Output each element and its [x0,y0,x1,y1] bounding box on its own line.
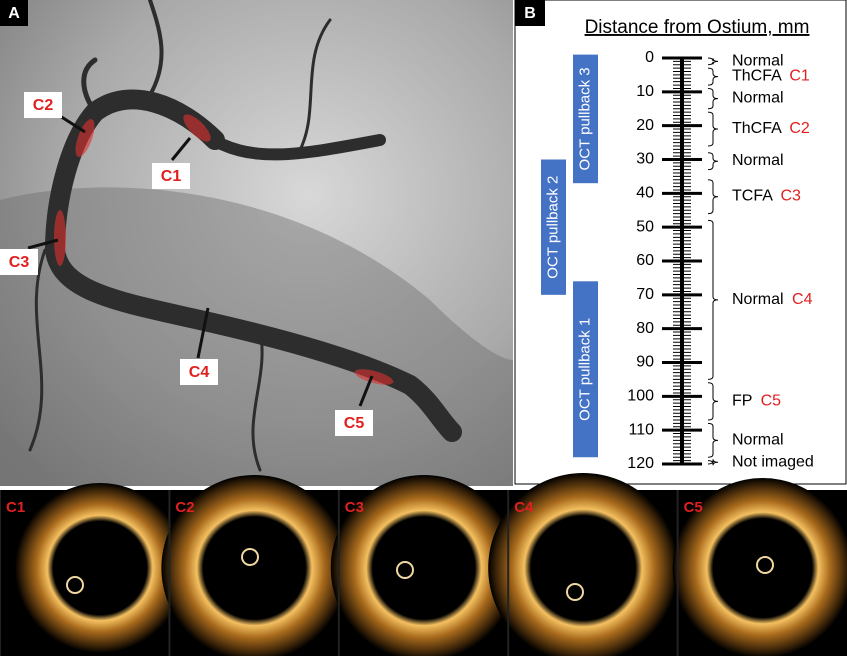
segment-label: TCFA C3 [732,188,801,205]
pullback-label: OCT pullback 1 [576,318,593,421]
tick-label: 50 [636,218,654,235]
marker-box [0,249,38,275]
tick-label: 90 [636,354,654,371]
oct-label: C4 [514,499,534,516]
segment-code: C5 [761,393,782,410]
oct-label: C5 [684,499,703,516]
tick-label: 110 [628,421,654,438]
segment-code: C4 [792,291,813,308]
tick-label: 40 [636,185,654,202]
oct-catheter [566,583,584,601]
oct-label: C1 [6,499,25,516]
tick-label: 10 [636,83,654,100]
tick-label: 0 [645,49,654,66]
segment-name: Normal [732,90,784,107]
oct-catheter [756,556,774,574]
marker-box [335,410,373,436]
pullback-label: OCT pullback 2 [544,176,561,279]
pullback-bar [573,281,598,458]
oct-catheter [66,576,84,594]
tick-label: 100 [627,388,654,405]
segment-label: Not imaged [732,454,814,471]
segment-label: ThCFA C1 [732,68,810,85]
segment-label: Normal [732,152,784,169]
segment-name: FP [732,393,752,410]
bracket [707,382,719,421]
bracket [707,179,719,215]
marker-box [180,359,218,385]
oct-label: C3 [345,499,364,516]
panel-label-box [0,0,28,26]
segment-label: Normal [732,90,784,107]
marker-label: C4 [189,364,210,381]
bracket [707,111,719,147]
segment-name: Normal [732,53,784,70]
panel-label: A [8,5,20,22]
tick-label: 30 [636,151,654,168]
bracket [707,459,719,466]
bracket [707,87,719,110]
oct-vessel [161,475,348,661]
segment-label: FP C5 [732,393,781,410]
marker-label: C5 [344,415,365,432]
tick-label: 20 [636,117,654,134]
vessels [28,0,462,472]
oct-vessel [488,473,679,661]
segment-label: ThCFA C2 [732,120,810,137]
tick-label: 60 [636,252,654,269]
bracket [707,57,719,66]
panel-label: B [524,5,536,22]
lesion-marks [54,114,394,385]
marker-label: C3 [9,254,30,271]
segment-code: C2 [789,120,810,137]
segment-code: C1 [789,68,810,85]
segment-name: ThCFA [732,120,782,137]
segment-name: Normal [732,152,784,169]
oct-catheter [396,561,414,579]
pullback-bar [573,54,598,184]
oct-vessel [15,483,185,653]
tick-label: 120 [627,455,654,472]
segment-label: Normal C4 [732,291,813,308]
segment-name: Normal [732,291,784,308]
bracket [707,152,719,171]
marker-label: C1 [161,168,182,185]
oct-catheter [241,548,259,566]
marker-box [24,92,62,118]
pullback-bar [541,159,566,295]
oct-vessel [330,475,517,661]
tick-label: 80 [636,320,654,337]
panel-label-box [515,0,545,26]
marker-box [152,163,190,189]
bracket [707,67,719,86]
oct-vessel [672,478,847,658]
segment-name: Normal [732,432,784,449]
bracket [707,219,719,380]
bracket [707,422,719,458]
segment-name: Not imaged [732,454,814,471]
segment-label: Normal [732,53,784,70]
oct-label: C2 [175,499,194,516]
segment-label: Normal [732,432,784,449]
segment-name: TCFA [732,188,773,205]
marker-label: C2 [33,97,54,114]
pullback-label: OCT pullback 3 [576,67,593,170]
segment-name: ThCFA [732,68,782,85]
pointers [27,114,374,407]
segment-code: C3 [780,188,801,205]
tick-label: 70 [636,286,654,303]
ruler-title: Distance from Ostium, mm [585,17,810,38]
